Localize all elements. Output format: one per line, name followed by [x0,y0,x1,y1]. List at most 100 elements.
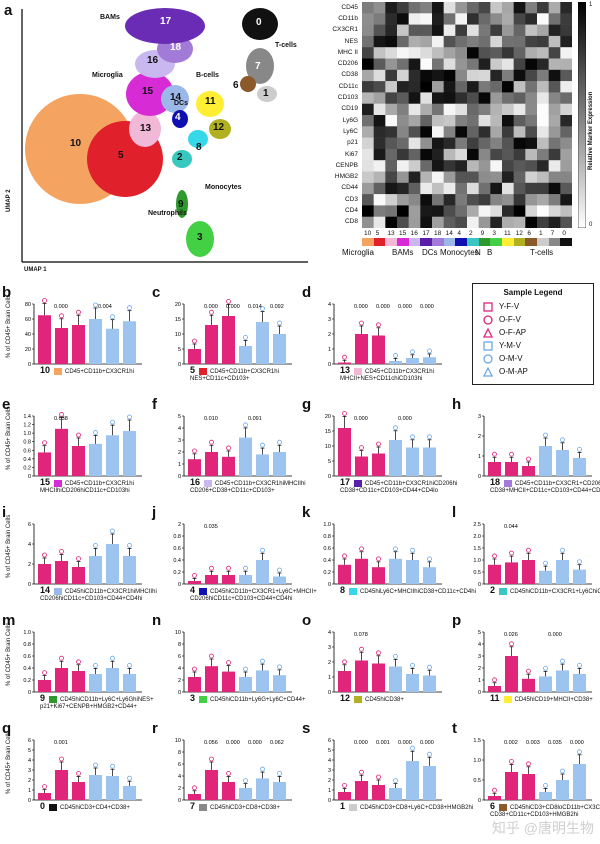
heatmap-cell [362,35,374,48]
panel-letter: g [302,396,312,413]
p-value: 0.000 [398,740,412,746]
bar [423,447,436,476]
bar [106,435,119,476]
y-tick-label: 3 [28,768,31,774]
bar [188,459,201,476]
legend-marker [482,327,494,338]
heatmap-cell [548,35,561,48]
heatmap-cell [548,205,561,217]
heatmap-cell [385,148,398,161]
legend-marker [483,341,493,351]
bar [123,556,136,584]
heatmap-cell [362,160,374,172]
bar [505,462,518,476]
heatmap-column-label: 2 [469,230,473,237]
heatmap-row-label: NES [344,37,358,45]
cluster-caption: 13 CD45+CD11b+CX3CR1hi [340,366,434,376]
data-point [427,751,432,757]
heatmap-cell [397,81,409,93]
heatmap-cell [560,194,572,206]
heatmap-cell [490,103,503,116]
data-point [577,447,582,452]
bar [239,346,252,364]
data-point [376,774,381,780]
heatmap-cell [432,13,444,25]
data-point [526,547,531,553]
bar-chart: 0 5 10 15 20 0.000 0.000 [325,411,442,480]
umap-num-5: 5 [118,150,124,161]
heatmap-cell [560,103,572,116]
bar [488,462,501,476]
cluster-caption: 14 CD45hiCD11b+CX3CR1hiMHCIIhi [40,586,157,596]
y-tick-label: 1.5 [473,738,481,744]
bar [389,666,402,692]
bar [72,782,85,800]
y-tick-label: 0.5 [473,778,481,784]
y-tick-label: 1 [478,678,481,684]
heatmap-cell [408,137,421,150]
y-tick-label: 0.2 [323,570,331,576]
heatmap-column-label: 5 [375,230,380,237]
heatmap-cell [455,137,468,150]
bar [539,570,552,584]
y-tick-label: 1.5 [473,546,481,552]
data-point [260,766,265,772]
heatmap-cell [467,69,479,82]
heatmap-column-swatch [537,238,549,246]
bar [505,656,518,692]
bar [273,675,286,692]
y-tick-label: 0.8 [23,440,31,446]
data-point [492,787,497,793]
cluster-number: 16 [190,477,201,487]
data-point [76,432,81,438]
data-point [410,434,415,440]
data-point [59,412,64,417]
heatmap-cell [443,13,456,25]
heatmap-cell [385,194,398,206]
data-point [560,658,565,664]
heatmap-cell [455,148,468,161]
bar [38,680,51,692]
data-point [427,348,432,354]
heatmap-cell [525,216,538,228]
bar [38,793,51,800]
y-tick-label: 1 [328,675,331,681]
heatmap-cell [408,103,421,116]
data-point [277,664,282,670]
y-tick-label: 0 [28,690,31,696]
data-point [509,641,514,647]
panel-letter: e [2,396,11,413]
umap-cluster-3 [186,221,214,257]
heatmap-cell [432,2,444,14]
heatmap-cell [560,171,572,184]
heatmap-cell [502,205,514,217]
data-point [260,306,265,312]
bar [338,428,351,476]
bar [505,772,518,800]
umap-cluster-15 [126,72,174,116]
heatmap-cell [373,126,386,138]
bar [372,453,385,476]
heatmap-cell [513,47,526,59]
data-point [376,650,381,656]
heatmap-cell [525,35,538,48]
data-point [127,542,132,548]
bar [556,780,569,800]
bar [55,561,68,584]
heatmap-cell [513,35,526,48]
heatmap-cell [537,58,549,71]
heatmap-cell [467,171,479,184]
bar-panel-r: r 0 2 4 6 8 10 0.056 0.000 0.000 0.062 7 CD45hiCD3+C… [150,720,300,834]
heatmap-cell [478,194,491,206]
heatmap-cell [502,69,514,82]
bar-chart: 0 1 2 3 4 5 6 0.001 [28,738,142,804]
cluster-swatch [354,695,363,703]
y-tick-label: 10 [175,738,181,744]
heatmap-cell [443,69,456,82]
bar [406,761,419,800]
cluster-caption: 15 CD45+CD11b+CX3CR1hi [40,478,134,488]
heatmap-column-label: 18 [434,230,442,237]
heatmap-cell [560,137,572,150]
heatmap-cell [420,69,433,82]
heatmap-cell [373,13,386,25]
